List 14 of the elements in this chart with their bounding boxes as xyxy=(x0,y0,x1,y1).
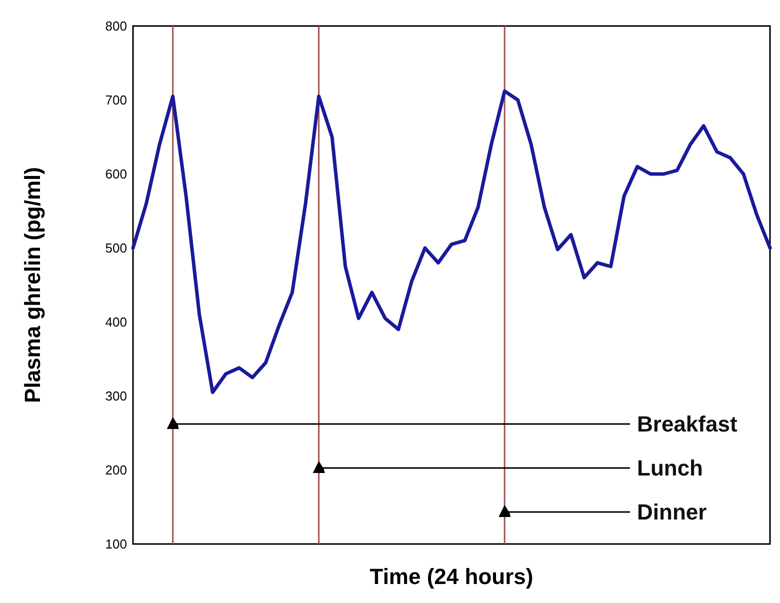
annotation: Lunch xyxy=(637,456,703,481)
y-tick-label: 100 xyxy=(105,536,127,552)
y-axis-title: Plasma ghrelin (pg/ml) xyxy=(20,167,45,403)
annotation: Dinner xyxy=(637,500,708,525)
y-tick-label: 200 xyxy=(105,462,127,478)
y-tick-label: 500 xyxy=(105,240,127,256)
y-tick-label: 400 xyxy=(105,314,127,330)
x-axis-title: Time (24 hours) xyxy=(370,564,534,589)
y-tick-label: 800 xyxy=(105,18,127,34)
annotation: Breakfast xyxy=(637,412,738,437)
y-tick-label: 600 xyxy=(105,166,127,182)
y-tick-label: 300 xyxy=(105,388,127,404)
y-tick-label: 700 xyxy=(105,92,127,108)
line-series xyxy=(131,89,772,394)
